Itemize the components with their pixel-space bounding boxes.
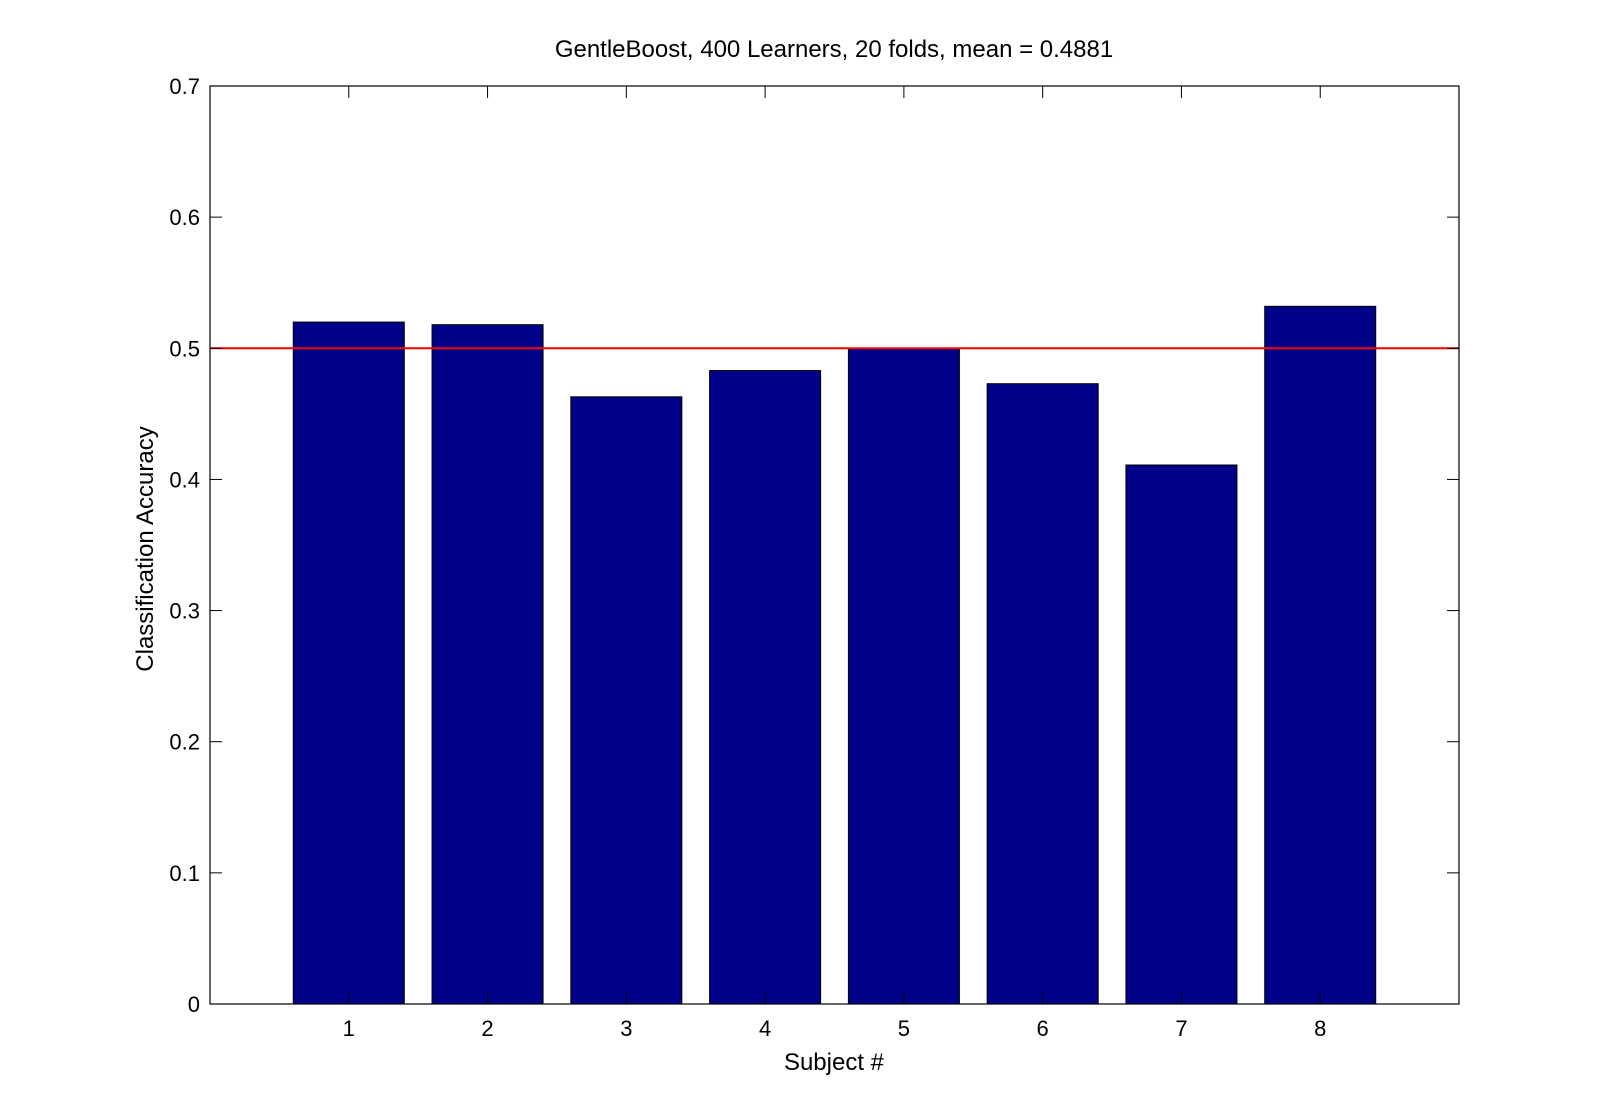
bar-subject-4 <box>709 370 822 1005</box>
y-tick-label: 0.2 <box>169 730 200 755</box>
y-tick-label: 0.1 <box>169 861 200 886</box>
x-tick-label: 8 <box>1314 1016 1326 1041</box>
y-tick-labels: 0 0.1 0.2 0.3 0.4 0.5 0.6 0.7 <box>169 74 200 1017</box>
chart-title: GentleBoost, 400 Learners, 20 folds, mea… <box>555 36 1113 63</box>
x-tick-label: 2 <box>481 1016 493 1041</box>
y-tick-label: 0.6 <box>169 205 200 230</box>
y-tick-label: 0.7 <box>169 74 200 99</box>
y-tick-label: 0.5 <box>169 336 200 361</box>
bar-subject-3 <box>570 396 683 1005</box>
bar-subject-1 <box>292 321 405 1005</box>
x-tick-label: 6 <box>1037 1016 1049 1041</box>
x-tick-label: 4 <box>759 1016 771 1041</box>
y-tick-label: 0.4 <box>169 467 200 492</box>
bar-subject-7 <box>1125 464 1238 1005</box>
x-tick-label: 7 <box>1175 1016 1187 1041</box>
bars <box>292 305 1377 1005</box>
bar-subject-5 <box>847 347 960 1005</box>
x-tick-label: 3 <box>620 1016 632 1041</box>
axes <box>209 85 1460 1005</box>
bar-subject-8 <box>1264 305 1377 1005</box>
y-tick-label: 0 <box>188 992 200 1017</box>
bar-subject-6 <box>986 383 1099 1005</box>
plot-frame <box>209 85 1460 1005</box>
y-tick-label: 0.3 <box>169 599 200 624</box>
x-tick-labels: 1 2 3 4 5 6 7 8 <box>343 1016 1327 1041</box>
x-axis-title: Subject # <box>784 1049 885 1076</box>
x-tick-label: 5 <box>898 1016 910 1041</box>
x-tick-label: 1 <box>343 1016 355 1041</box>
y-axis-title: Classification Accuracy <box>132 426 159 671</box>
bar-subject-2 <box>431 324 544 1005</box>
